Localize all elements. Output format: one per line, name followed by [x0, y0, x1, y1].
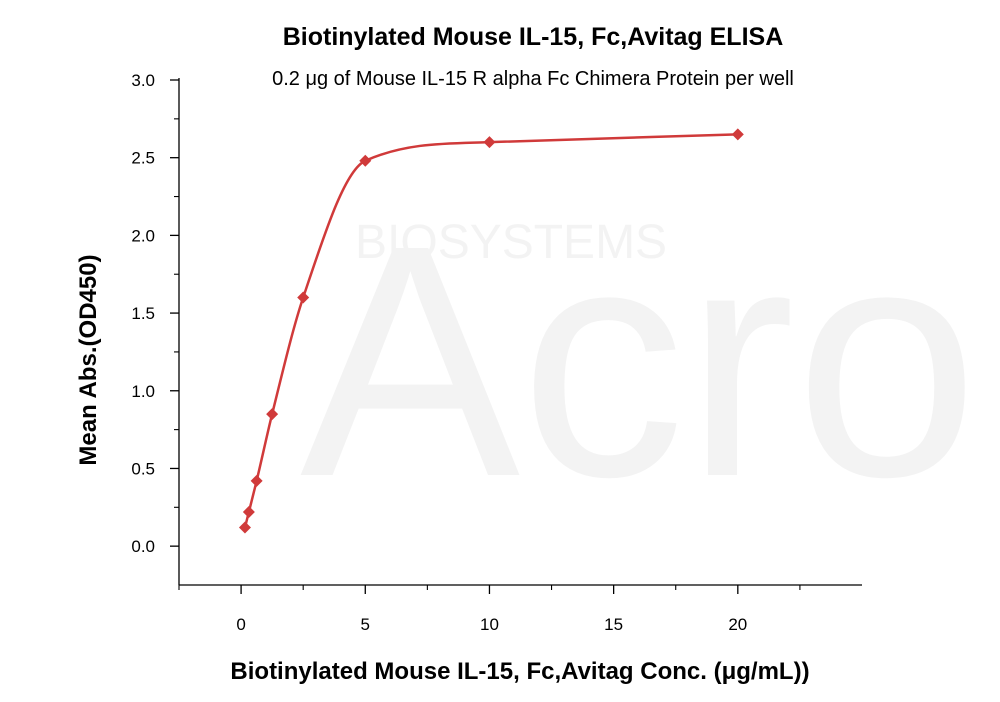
fit-curve	[243, 133, 738, 528]
watermark: Acro BIOSYSTEMS	[300, 176, 979, 545]
watermark-text: BIOSYSTEMS	[355, 216, 667, 269]
y-tick-label: 1.0	[131, 382, 155, 401]
y-tick-label: 3.0	[131, 71, 155, 90]
data-point	[250, 474, 263, 487]
y-tick-label: 1.5	[131, 304, 155, 323]
chart-subtitle: 0.2 μg of Mouse IL-15 R alpha Fc Chimera…	[272, 68, 794, 90]
y-axis-label: Mean Abs.(OD450)	[75, 254, 102, 465]
data-point	[359, 154, 372, 167]
axes: 0.0 0.5 1.0 1.5 2.0 2.5 3.0 0 5 10 15 20	[131, 71, 862, 634]
x-tick-label: 20	[728, 615, 747, 634]
data-point	[483, 136, 496, 149]
y-tick-label: 0.0	[131, 537, 155, 556]
y-tick-label: 2.0	[131, 226, 155, 245]
x-tick-label: 15	[604, 615, 623, 634]
y-tick-label: 2.5	[131, 149, 155, 168]
data-point	[731, 128, 744, 141]
data-point	[297, 291, 310, 304]
x-tick-label: 5	[361, 615, 370, 634]
data-point	[238, 521, 251, 534]
x-tick-label: 0	[236, 615, 245, 634]
x-axis-label: Biotinylated Mouse IL-15, Fc,Avitag Conc…	[230, 658, 809, 685]
data-point	[242, 505, 255, 518]
watermark-logo: Acro	[300, 176, 979, 545]
y-tick-label: 0.5	[131, 459, 155, 478]
data-points	[238, 128, 744, 534]
x-tick-label: 10	[480, 615, 499, 634]
chart-title: Biotinylated Mouse IL-15, Fc,Avitag ELIS…	[283, 23, 784, 51]
data-point	[266, 408, 279, 421]
